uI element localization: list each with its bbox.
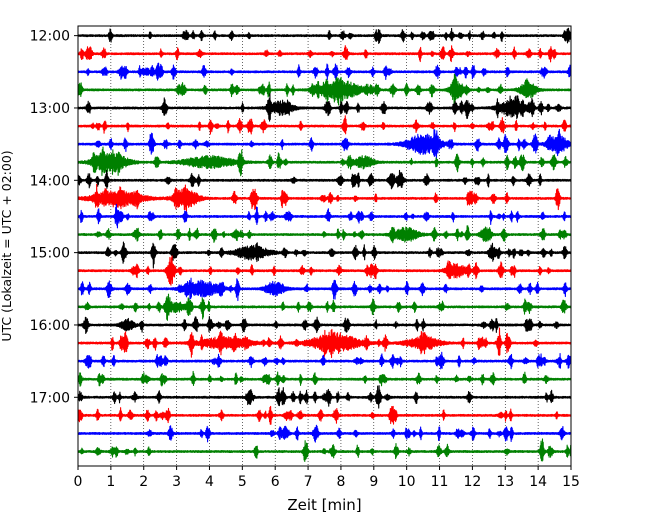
x-tick-label: 10	[398, 474, 416, 490]
seismogram-trace	[77, 73, 572, 107]
x-tick-label: 7	[304, 474, 313, 490]
x-tick-label: 8	[336, 474, 345, 490]
seismogram-trace	[77, 169, 572, 190]
seismogram-trace	[77, 351, 572, 370]
y-tick-label: 16:00	[30, 318, 70, 334]
y-tick-label: 17:00	[30, 390, 70, 406]
x-tick-label: 2	[139, 474, 148, 490]
plot-frame	[77, 25, 572, 467]
y-tick-label: 14:00	[30, 173, 70, 189]
seismogram-trace	[77, 62, 572, 81]
x-axis: 0 1 2 3 4 5 6 7 8 9 10 11 12 13 14 15	[74, 466, 580, 490]
y-tick-label: 12:00	[30, 29, 70, 45]
seismogram-trace	[77, 405, 572, 425]
x-axis-label: Zeit [min]	[287, 496, 361, 514]
vertical-gridlines	[110, 26, 539, 466]
y-axis-label: UTC (Lokalzeit = UTC + 02:00)	[0, 150, 14, 341]
x-tick-label: 4	[205, 474, 214, 490]
plot-area	[77, 25, 572, 467]
seismogram-trace	[77, 115, 572, 135]
seismogram-trace	[77, 93, 572, 122]
seismogram-trace	[77, 293, 572, 321]
x-tick-label: 6	[271, 474, 280, 490]
y-tick-label: 15:00	[30, 246, 70, 262]
seismogram-trace	[77, 316, 572, 335]
x-tick-label: 1	[106, 474, 115, 490]
seismogram-trace	[77, 277, 572, 302]
seismogram-trace	[77, 146, 572, 177]
x-tick-label: 12	[463, 474, 481, 490]
seismogram-traces	[77, 27, 572, 463]
x-tick-label: 14	[529, 474, 547, 490]
x-tick-label: 9	[369, 474, 378, 490]
x-tick-label: 5	[238, 474, 247, 490]
y-tick-label: 13:00	[30, 101, 70, 117]
seismogram-trace	[77, 370, 572, 387]
x-tick-label: 13	[496, 474, 514, 490]
seismogram-trace	[77, 45, 572, 63]
seismogram-trace	[77, 183, 572, 213]
x-tick-label: 11	[431, 474, 449, 490]
seismogram-trace	[77, 424, 572, 443]
seismogram-trace	[77, 385, 572, 409]
y-axis: 12:00 13:00 14:00 15:00 16:00 17:00	[30, 29, 78, 406]
x-tick-label: 15	[562, 474, 580, 490]
x-tick-label: 3	[172, 474, 181, 490]
seismogram-trace	[77, 128, 572, 160]
seismogram-trace	[77, 438, 572, 463]
seismogram-trace	[77, 203, 572, 229]
seismogram-trace	[77, 255, 572, 286]
seismogram-trace	[77, 241, 572, 269]
x-tick-label: 0	[74, 474, 83, 490]
seismogram-trace	[77, 27, 572, 45]
seismogram-trace	[77, 327, 572, 359]
seismogram-trace	[77, 225, 572, 244]
